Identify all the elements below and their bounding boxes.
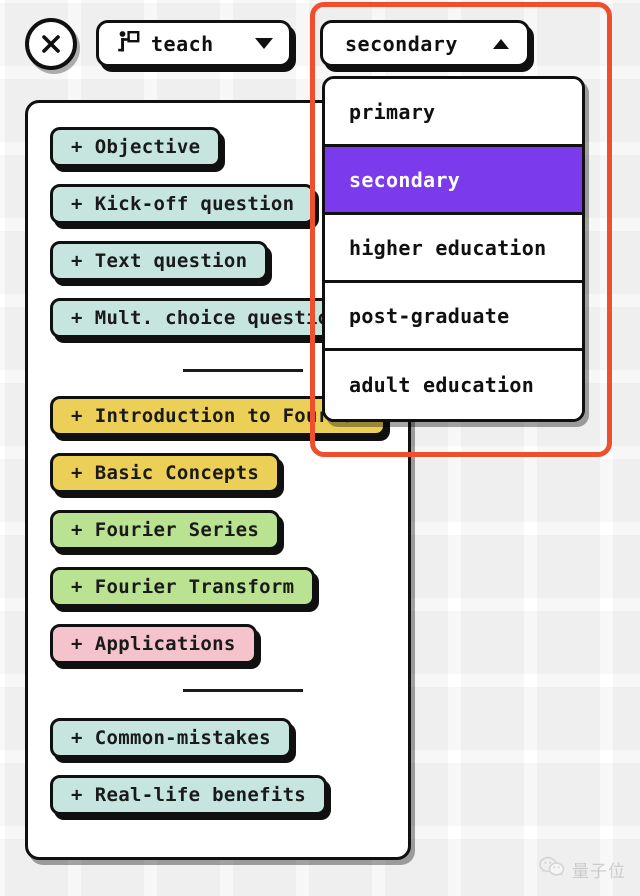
add-block-text-question[interactable]: + Text question: [50, 241, 269, 281]
plus-icon: +: [71, 727, 83, 749]
option-label: higher education: [349, 235, 547, 260]
block-label: Applications: [94, 633, 236, 655]
block-label: Fourier Series: [94, 519, 260, 541]
plus-icon: +: [71, 193, 83, 215]
presenter-board-icon: [115, 29, 141, 59]
block-label: Real-life benefits: [94, 784, 307, 806]
block-label: Introduction to Fourier: [94, 405, 365, 427]
level-dropdown-label: secondary: [345, 31, 458, 56]
plus-icon: +: [71, 136, 83, 158]
level-option-primary[interactable]: primary: [325, 79, 582, 147]
plus-icon: +: [71, 633, 83, 655]
wechat-icon: [539, 856, 565, 882]
close-button[interactable]: [25, 18, 77, 70]
add-block-multiple-choice-question[interactable]: + Mult. choice question: [50, 298, 363, 338]
lesson-blocks-panel: + Objective + Kick-off question + Text q…: [25, 100, 411, 860]
block-label: Common-mistakes: [94, 727, 271, 749]
plus-icon: +: [71, 784, 83, 806]
mode-dropdown-label: teach: [151, 31, 214, 56]
level-option-post-graduate[interactable]: post-graduate: [325, 283, 582, 351]
add-block-fourier-series[interactable]: + Fourier Series: [50, 510, 281, 550]
option-label: post-graduate: [349, 303, 510, 328]
add-block-real-life-benefits[interactable]: + Real-life benefits: [50, 775, 328, 815]
block-label: Kick-off question: [94, 193, 295, 215]
option-label: adult education: [349, 373, 535, 397]
plus-icon: +: [71, 462, 83, 484]
plus-icon: +: [71, 250, 83, 272]
block-label: Text question: [94, 250, 248, 272]
option-label: primary: [349, 99, 436, 124]
group-divider: [183, 369, 303, 372]
level-option-secondary[interactable]: secondary: [325, 147, 582, 215]
block-label: Fourier Transform: [94, 576, 295, 598]
add-block-basic-concepts[interactable]: + Basic Concepts: [50, 453, 281, 493]
block-label: Mult. choice question: [94, 307, 342, 329]
block-group-extras: + Common-mistakes + Real-life benefits: [50, 718, 408, 832]
add-block-fourier-transform[interactable]: + Fourier Transform: [50, 567, 316, 607]
chevron-down-icon[interactable]: [255, 38, 273, 49]
plus-icon: +: [71, 519, 83, 541]
group-divider: [183, 689, 303, 692]
block-label: Objective: [94, 136, 201, 158]
level-dropdown-button[interactable]: secondary: [320, 20, 530, 67]
plus-icon: +: [71, 405, 83, 427]
level-option-adult-education[interactable]: adult education: [325, 351, 582, 419]
watermark-text: 量子位: [572, 861, 626, 882]
close-x-icon: [40, 33, 62, 55]
option-label: secondary: [349, 167, 461, 192]
add-block-common-mistakes[interactable]: + Common-mistakes: [50, 718, 292, 758]
mode-dropdown-button[interactable]: teach: [96, 20, 292, 67]
level-option-higher-education[interactable]: higher education: [325, 215, 582, 283]
level-dropdown-list: primary secondary higher education post-…: [322, 76, 585, 422]
add-block-objective[interactable]: + Objective: [50, 127, 222, 167]
block-group-topics: + Introduction to Fourier + Basic Concep…: [50, 396, 408, 681]
plus-icon: +: [71, 576, 83, 598]
add-block-applications[interactable]: + Applications: [50, 624, 257, 664]
chevron-up-icon[interactable]: [493, 38, 509, 49]
block-label: Basic Concepts: [94, 462, 260, 484]
watermark: 量子位: [539, 856, 626, 882]
add-block-kickoff-question[interactable]: + Kick-off question: [50, 184, 316, 224]
plus-icon: +: [71, 307, 83, 329]
